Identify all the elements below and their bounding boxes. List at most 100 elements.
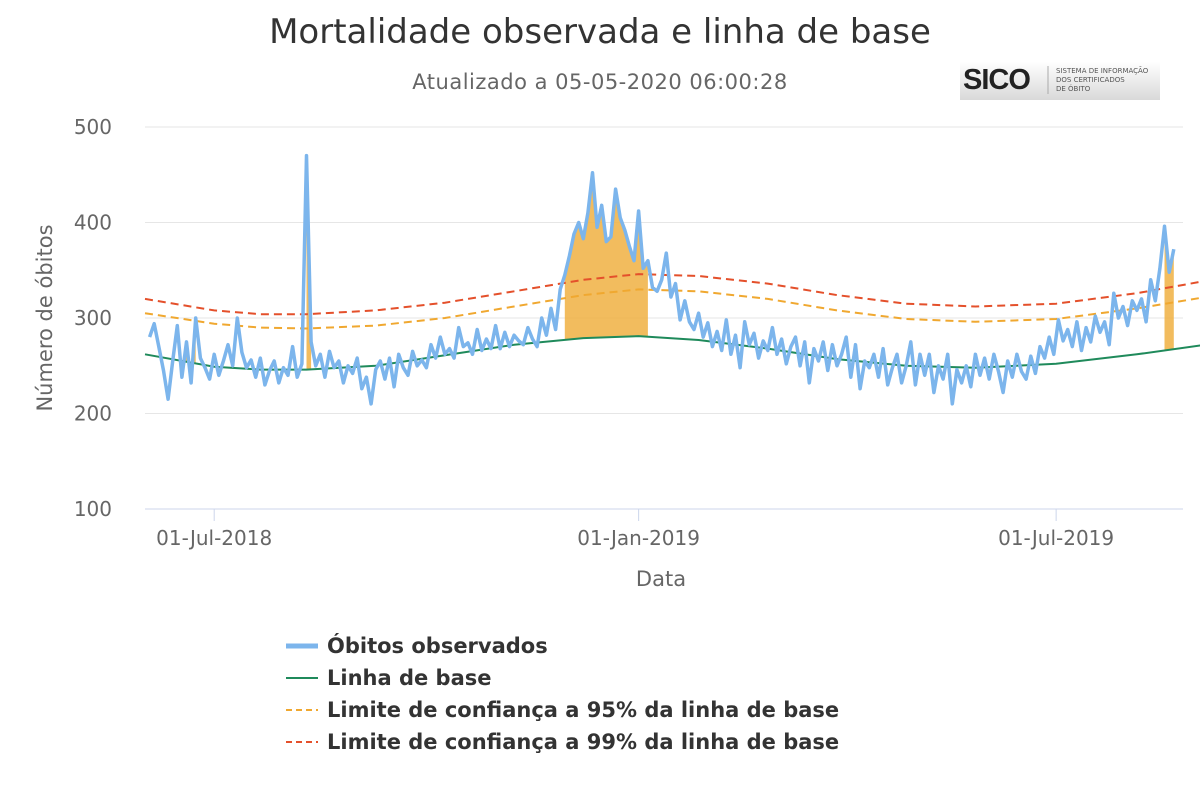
observed-point-133 xyxy=(762,339,765,342)
observed-point-135 xyxy=(771,326,774,329)
observed-point-170 xyxy=(932,391,935,394)
legend-item-ci95[interactable]: Limite de confiança a 95% da linha de ba… xyxy=(285,694,839,726)
observed-point-214 xyxy=(1135,309,1138,312)
x-tick-label-2: 01-Jul-2019 xyxy=(998,526,1114,550)
observed-point-28 xyxy=(277,381,280,384)
observed-point-112 xyxy=(665,252,668,255)
observed-point-90 xyxy=(563,274,566,277)
observed-point-19 xyxy=(236,317,239,320)
observed-point-166 xyxy=(914,383,917,386)
observed-point-33 xyxy=(300,362,303,365)
observed-point-184 xyxy=(997,370,1000,373)
observed-point-59 xyxy=(420,359,423,362)
observed-point-16 xyxy=(222,360,225,363)
observed-point-70 xyxy=(471,353,474,356)
observed-point-164 xyxy=(905,364,908,367)
observed-point-172 xyxy=(942,378,945,381)
grid-lines xyxy=(145,126,1183,510)
observed-point-154 xyxy=(859,387,862,390)
observed-point-12 xyxy=(204,366,207,369)
observed-point-44 xyxy=(351,372,354,375)
legend-item-baseline[interactable]: Linha de base xyxy=(285,662,839,694)
sico-logo: SICO SISTEMA DE INFORMAÇÃO DOS CERTIFICA… xyxy=(960,62,1160,100)
observed-point-77 xyxy=(503,331,506,334)
observed-point-140 xyxy=(794,336,797,339)
observed-point-113 xyxy=(669,296,672,299)
y-tick-label-100: 100 xyxy=(74,497,112,521)
observed-point-23 xyxy=(254,376,257,379)
observed-point-109 xyxy=(651,286,654,289)
observed-point-192 xyxy=(1034,372,1037,375)
observed-point-69 xyxy=(466,341,469,344)
observed-point-168 xyxy=(923,374,926,377)
observed-point-222 xyxy=(1172,248,1175,251)
observed-point-42 xyxy=(342,381,345,384)
observed-point-196 xyxy=(1052,353,1055,356)
series-line-ci99 xyxy=(144,273,1200,316)
observed-point-126 xyxy=(729,353,732,356)
observed-point-118 xyxy=(693,328,696,331)
observed-point-129 xyxy=(743,320,746,323)
observed-point-102 xyxy=(619,216,622,219)
observed-point-51 xyxy=(383,378,386,381)
observed-point-190 xyxy=(1025,378,1028,381)
observed-point-29 xyxy=(282,366,285,369)
observed-point-193 xyxy=(1039,345,1042,348)
observed-point-22 xyxy=(250,359,253,362)
observed-point-78 xyxy=(508,345,511,348)
observed-point-210 xyxy=(1117,317,1120,320)
observed-point-163 xyxy=(900,381,903,384)
x-tick-label-0: 01-Jul-2018 xyxy=(156,526,272,550)
y-tick-label-200: 200 xyxy=(74,402,112,426)
observed-point-171 xyxy=(937,364,940,367)
x-tick-label-1: 01-Jan-2019 xyxy=(577,526,700,550)
observed-point-162 xyxy=(896,353,899,356)
observed-point-39 xyxy=(328,350,331,353)
observed-point-5 xyxy=(171,360,174,363)
observed-point-150 xyxy=(840,353,843,356)
observed-point-40 xyxy=(333,366,336,369)
observed-point-174 xyxy=(951,402,954,405)
observed-point-185 xyxy=(1002,391,1005,394)
observed-point-35 xyxy=(310,340,313,343)
sico-logo-tagline-2: DOS CERTIFICADOS xyxy=(1056,76,1125,84)
observed-point-194 xyxy=(1043,357,1046,360)
observed-point-52 xyxy=(388,357,391,360)
observed-point-72 xyxy=(480,349,483,352)
observed-point-68 xyxy=(462,345,465,348)
observed-point-54 xyxy=(397,353,400,356)
observed-point-1 xyxy=(153,322,156,325)
observed-point-186 xyxy=(1006,360,1009,363)
observed-point-155 xyxy=(863,360,866,363)
observed-point-75 xyxy=(494,324,497,327)
observed-point-103 xyxy=(623,229,626,232)
legend-item-ci99[interactable]: Limite de confiança a 99% da linha de ba… xyxy=(285,726,839,758)
observed-point-114 xyxy=(674,282,677,285)
observed-point-195 xyxy=(1048,336,1051,339)
observed-point-98 xyxy=(600,204,603,207)
observed-point-95 xyxy=(586,211,589,214)
observed-point-156 xyxy=(868,366,871,369)
observed-point-111 xyxy=(660,278,663,281)
observed-point-169 xyxy=(928,353,931,356)
y-tick-label-300: 300 xyxy=(74,306,112,330)
observed-point-0 xyxy=(148,336,151,339)
legend-item-observed[interactable]: Óbitos observados xyxy=(285,630,839,662)
observed-point-26 xyxy=(268,369,271,372)
observed-point-108 xyxy=(646,259,649,262)
observed-point-132 xyxy=(757,357,760,360)
observed-point-94 xyxy=(582,237,585,240)
observed-point-134 xyxy=(766,349,769,352)
observed-point-9 xyxy=(190,381,193,384)
observed-point-130 xyxy=(748,343,751,346)
observed-point-176 xyxy=(960,381,963,384)
sico-logo-tagline-1: SISTEMA DE INFORMAÇÃO xyxy=(1056,66,1149,75)
observed-point-64 xyxy=(443,353,446,356)
observed-point-8 xyxy=(185,340,188,343)
observed-point-147 xyxy=(826,369,829,372)
observed-point-128 xyxy=(739,366,742,369)
observed-point-203 xyxy=(1085,326,1088,329)
observed-point-106 xyxy=(637,210,640,213)
observed-point-60 xyxy=(425,366,428,369)
observed-point-67 xyxy=(457,326,460,329)
